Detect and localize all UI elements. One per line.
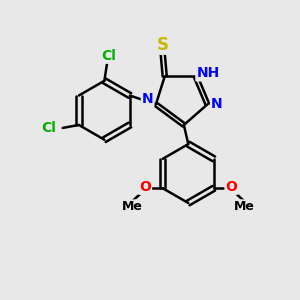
Text: NH: NH xyxy=(196,66,220,80)
Text: Me: Me xyxy=(122,200,142,213)
Text: Cl: Cl xyxy=(101,49,116,63)
Text: Cl: Cl xyxy=(41,121,56,135)
Text: N: N xyxy=(142,92,154,106)
Text: Me: Me xyxy=(234,200,255,213)
Text: N: N xyxy=(211,98,223,111)
Text: O: O xyxy=(139,180,151,194)
Text: O: O xyxy=(226,180,237,194)
Text: S: S xyxy=(156,36,168,54)
